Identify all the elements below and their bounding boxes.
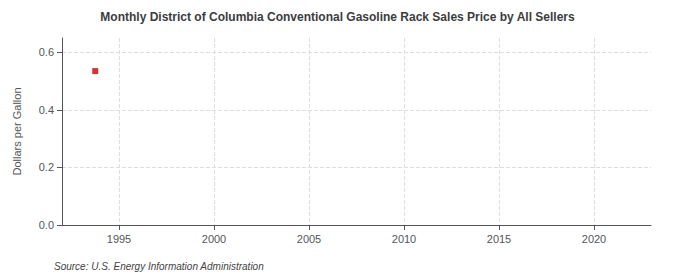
svg-text:Source: U.S. Energy Informatio: Source: U.S. Energy Information Administ… — [54, 261, 264, 272]
svg-text:1995: 1995 — [107, 233, 131, 245]
svg-text:2005: 2005 — [297, 233, 321, 245]
svg-text:2000: 2000 — [202, 233, 226, 245]
svg-text:0.0: 0.0 — [39, 219, 54, 231]
svg-text:0.6: 0.6 — [39, 46, 54, 58]
svg-text:2010: 2010 — [392, 233, 416, 245]
svg-text:2015: 2015 — [487, 233, 511, 245]
svg-text:Dollars per Gallon: Dollars per Gallon — [11, 87, 23, 175]
svg-text:0.2: 0.2 — [39, 161, 54, 173]
svg-text:0.4: 0.4 — [39, 104, 54, 116]
svg-text:Monthly District of Columbia C: Monthly District of Columbia Conventiona… — [100, 10, 575, 24]
svg-text:2020: 2020 — [582, 233, 606, 245]
